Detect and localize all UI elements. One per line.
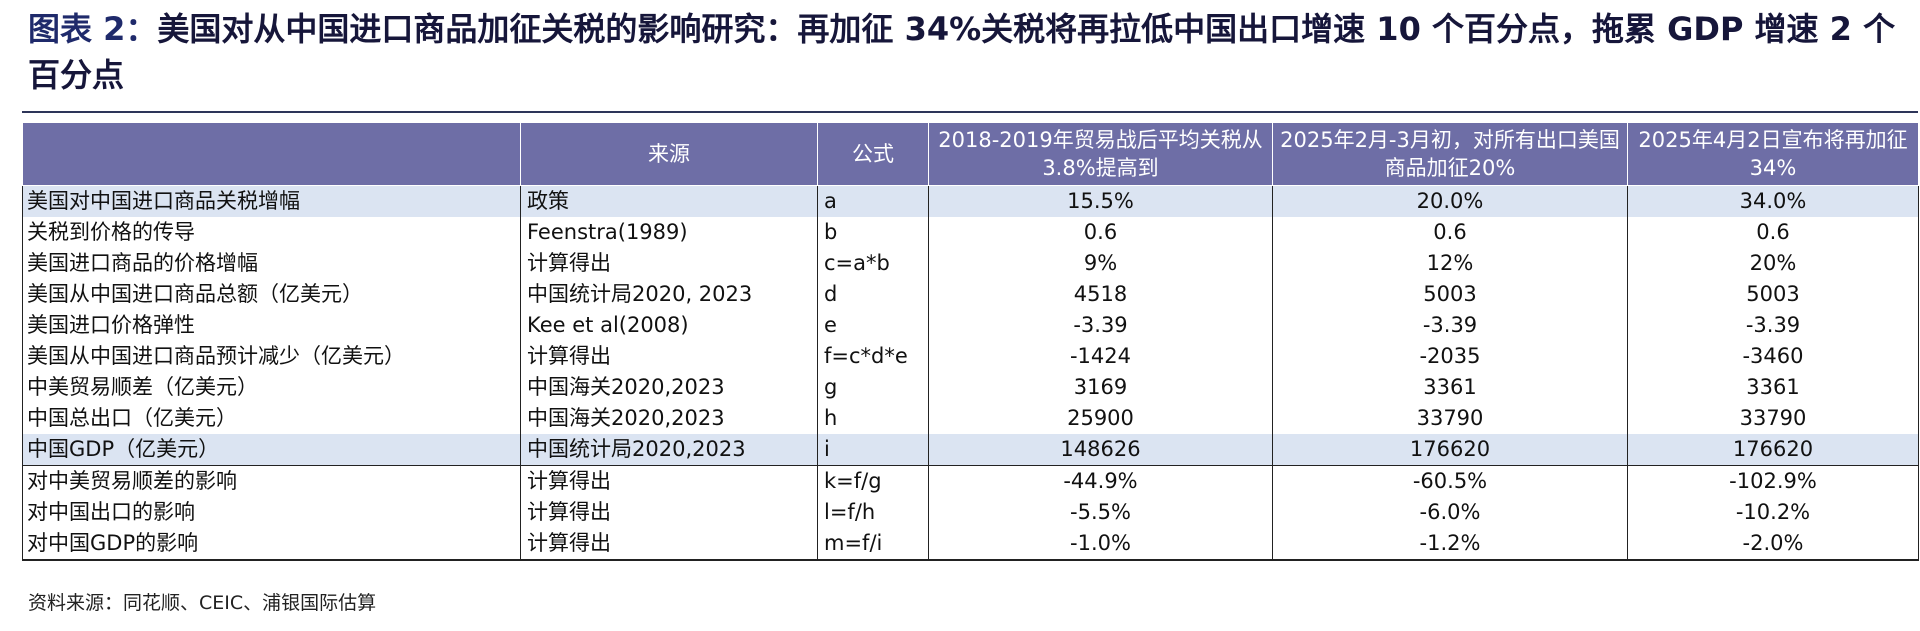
row-formula: l=f/h: [817, 497, 929, 528]
row-value-2018-2019: 9%: [928, 248, 1273, 279]
row-value-2025-apr: 5003: [1627, 279, 1919, 310]
figure-title-text: 美国对从中国进口商品加征关税的影响研究：再加征 34%关税将再拉低中国出口增速 …: [28, 10, 1896, 94]
table-row: 对中国出口的影响 计算得出 l=f/h -5.5% -6.0% -10.2%: [22, 497, 1919, 528]
row-value-2025-feb-mar: -60.5%: [1272, 465, 1628, 497]
row-item: 关税到价格的传导: [22, 217, 521, 248]
row-value-2025-feb-mar: 3361: [1272, 372, 1628, 403]
row-source: 中国海关2020,2023: [520, 372, 818, 403]
row-source: 计算得出: [520, 248, 818, 279]
row-value-2025-apr: 33790: [1627, 403, 1919, 434]
row-value-2025-feb-mar: -6.0%: [1272, 497, 1628, 528]
row-formula: g: [817, 372, 929, 403]
row-source: 计算得出: [520, 528, 818, 561]
row-value-2025-apr: 34.0%: [1627, 185, 1919, 217]
header-2025-feb-mar: 2025年2月-3月初，对所有出口美国商品加征20%: [1272, 122, 1628, 186]
row-value-2025-feb-mar: -2035: [1272, 341, 1628, 372]
table-row: 美国进口商品的价格增幅 计算得出 c=a*b 9% 12% 20%: [22, 248, 1919, 279]
row-item: 对中国GDP的影响: [22, 528, 521, 561]
table-row: 美国对中国进口商品关税增幅 政策 a 15.5% 20.0% 34.0%: [22, 185, 1919, 217]
row-formula: k=f/g: [817, 465, 929, 497]
row-source: 中国统计局2020, 2023: [520, 279, 818, 310]
table-row: 关税到价格的传导 Feenstra(1989) b 0.6 0.6 0.6: [22, 217, 1919, 248]
row-item: 对中美贸易顺差的影响: [22, 465, 521, 497]
table-row: 美国从中国进口商品总额（亿美元） 中国统计局2020, 2023 d 4518 5003…: [22, 279, 1919, 310]
row-value-2025-feb-mar: 176620: [1272, 434, 1628, 466]
row-item: 美国从中国进口商品预计减少（亿美元）: [22, 341, 521, 372]
table-row: 对中美贸易顺差的影响 计算得出 k=f/g -44.9% -60.5% -102.9%: [22, 465, 1919, 497]
row-value-2025-apr: -3.39: [1627, 310, 1919, 341]
row-source: Feenstra(1989): [520, 217, 818, 248]
row-formula: i: [817, 434, 929, 466]
row-value-2018-2019: 25900: [928, 403, 1273, 434]
row-value-2025-apr: -102.9%: [1627, 465, 1919, 497]
row-value-2025-apr: 0.6: [1627, 217, 1919, 248]
figure-number: 图表 2：: [28, 10, 158, 48]
row-value-2025-apr: 3361: [1627, 372, 1919, 403]
table-row: 中美贸易顺差（亿美元） 中国海关2020,2023 g 3169 3361 3361: [22, 372, 1919, 403]
row-source: 政策: [520, 185, 818, 217]
row-formula: m=f/i: [817, 528, 929, 561]
row-formula: c=a*b: [817, 248, 929, 279]
row-source: 计算得出: [520, 497, 818, 528]
row-value-2025-apr: 176620: [1627, 434, 1919, 466]
row-value-2018-2019: -1.0%: [928, 528, 1273, 561]
row-value-2025-apr: 20%: [1627, 248, 1919, 279]
row-item: 对中国出口的影响: [22, 497, 521, 528]
row-value-2018-2019: 15.5%: [928, 185, 1273, 217]
row-value-2018-2019: 3169: [928, 372, 1273, 403]
row-source: 中国统计局2020,2023: [520, 434, 818, 466]
row-formula: a: [817, 185, 929, 217]
table-row: 中国总出口（亿美元） 中国海关2020,2023 h 25900 33790 33790: [22, 403, 1919, 434]
row-formula: b: [817, 217, 929, 248]
header-item: [22, 122, 521, 186]
row-source: 计算得出: [520, 341, 818, 372]
row-formula: d: [817, 279, 929, 310]
row-item: 中国GDP（亿美元）: [22, 434, 521, 466]
row-value-2025-feb-mar: 5003: [1272, 279, 1628, 310]
header-2025-apr: 2025年4月2日宣布将再加征34%: [1627, 122, 1919, 186]
figure-title: 图表 2：美国对从中国进口商品加征关税的影响研究：再加征 34%关税将再拉低中国…: [28, 6, 1908, 98]
row-item: 美国进口价格弹性: [22, 310, 521, 341]
header-source: 来源: [520, 122, 818, 186]
table-header-row: 来源 公式 2018-2019年贸易战后平均关税从3.8%提高到 2025年2月…: [22, 122, 1919, 186]
row-value-2025-apr: -10.2%: [1627, 497, 1919, 528]
source-note: 资料来源：同花顺、CEIC、浦银国际估算: [28, 592, 377, 614]
row-value-2018-2019: -3.39: [928, 310, 1273, 341]
row-value-2025-feb-mar: 20.0%: [1272, 185, 1628, 217]
row-value-2025-feb-mar: 0.6: [1272, 217, 1628, 248]
row-item: 中国总出口（亿美元）: [22, 403, 521, 434]
row-value-2018-2019: -5.5%: [928, 497, 1273, 528]
header-formula: 公式: [817, 122, 929, 186]
table-row: 中国GDP（亿美元） 中国统计局2020,2023 i 148626 176620 176…: [22, 434, 1919, 466]
row-item: 中美贸易顺差（亿美元）: [22, 372, 521, 403]
top-rule: [22, 111, 1918, 113]
tariff-impact-table: 来源 公式 2018-2019年贸易战后平均关税从3.8%提高到 2025年2月…: [22, 122, 1919, 561]
row-value-2018-2019: 0.6: [928, 217, 1273, 248]
row-formula: f=c*d*e: [817, 341, 929, 372]
header-2018-2019: 2018-2019年贸易战后平均关税从3.8%提高到: [928, 122, 1273, 186]
row-value-2018-2019: -1424: [928, 341, 1273, 372]
row-item: 美国进口商品的价格增幅: [22, 248, 521, 279]
row-source: Kee et al(2008): [520, 310, 818, 341]
table-row: 对中国GDP的影响 计算得出 m=f/i -1.0% -1.2% -2.0%: [22, 528, 1919, 561]
row-item: 美国从中国进口商品总额（亿美元）: [22, 279, 521, 310]
row-item: 美国对中国进口商品关税增幅: [22, 185, 521, 217]
table-row: 美国从中国进口商品预计减少（亿美元） 计算得出 f=c*d*e -1424 -2035-…: [22, 341, 1919, 372]
row-value-2025-apr: -2.0%: [1627, 528, 1919, 561]
row-value-2025-feb-mar: -3.39: [1272, 310, 1628, 341]
row-source: 中国海关2020,2023: [520, 403, 818, 434]
table-body: 美国对中国进口商品关税增幅 政策 a 15.5% 20.0% 34.0% 关税到价格的传导 F…: [22, 185, 1919, 561]
row-value-2018-2019: 4518: [928, 279, 1273, 310]
row-value-2025-feb-mar: -1.2%: [1272, 528, 1628, 561]
row-value-2025-feb-mar: 33790: [1272, 403, 1628, 434]
row-value-2018-2019: -44.9%: [928, 465, 1273, 497]
row-value-2025-feb-mar: 12%: [1272, 248, 1628, 279]
row-source: 计算得出: [520, 465, 818, 497]
table-row: 美国进口价格弹性 Kee et al(2008) e -3.39 -3.39 -3.39: [22, 310, 1919, 341]
row-value-2018-2019: 148626: [928, 434, 1273, 466]
row-formula: h: [817, 403, 929, 434]
row-value-2025-apr: -3460: [1627, 341, 1919, 372]
row-formula: e: [817, 310, 929, 341]
